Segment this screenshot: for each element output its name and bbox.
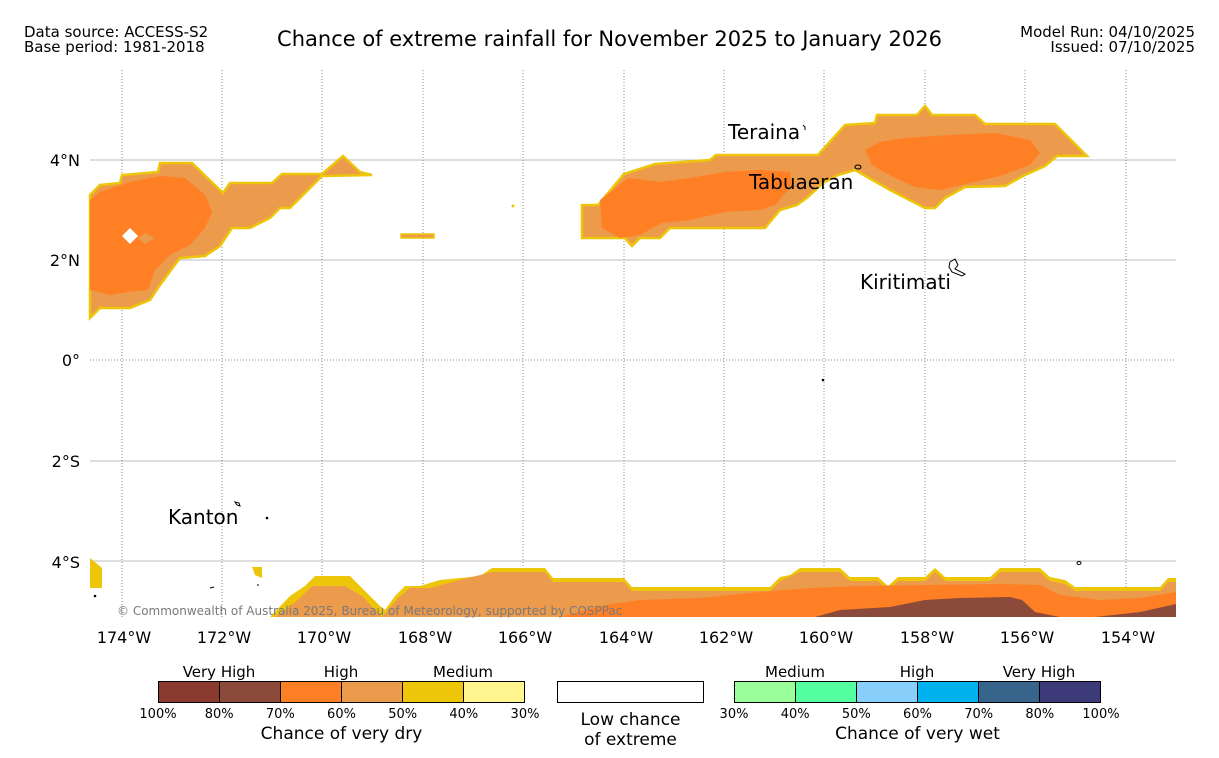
- legend-wet-tick-5: 80%: [1025, 707, 1055, 722]
- legend-dry-group-very-high: Very High: [182, 663, 256, 681]
- legend-dry-tick-3: 60%: [327, 707, 356, 722]
- lon-label-154w: 154°W: [1101, 628, 1156, 647]
- lat-label-2s: 2°S: [52, 452, 80, 471]
- data-source-label: Data source: ACCESS-S2: [24, 23, 209, 41]
- lat-label-4s: 4°S: [52, 553, 80, 572]
- lon-label-174w: 174°W: [97, 628, 152, 647]
- lon-label-158w: 158°W: [900, 628, 955, 647]
- legend-dry-swatch-5: [464, 682, 524, 702]
- legend-wet-group-very-high: Very High: [1002, 663, 1076, 681]
- legend-wet-tick-3: 60%: [903, 707, 932, 722]
- place-label-teraina: Teraina: [727, 120, 800, 144]
- lon-label-156w: 156°W: [1000, 628, 1055, 647]
- lon-label-170w: 170°W: [297, 628, 352, 647]
- legend-wet-swatch-0: [735, 682, 796, 702]
- legend-dry-tick-1: 80%: [204, 707, 234, 722]
- lon-label-168w: 168°W: [398, 628, 453, 647]
- legend-wet-colorbar: [734, 681, 1101, 703]
- legend-dry-swatch-0: [159, 682, 220, 702]
- legend-dry-swatch-4: [403, 682, 464, 702]
- legend-low-chance-line1: Low chance: [580, 710, 681, 730]
- place-label-kiritimati: Kiritimati: [860, 270, 951, 294]
- lon-label-160w: 160°W: [799, 628, 854, 647]
- legend-dry-tick-4: 50%: [388, 707, 418, 722]
- model-run-label: Model Run: 04/10/2025: [1020, 23, 1195, 41]
- dry-patch-168w: [400, 233, 435, 239]
- legend-low-chance-line2: of extreme: [584, 730, 677, 750]
- lon-label-172w: 172°W: [197, 628, 252, 647]
- legend-dry-title: Chance of very dry: [260, 724, 423, 744]
- legend-wet-swatch-3: [918, 682, 979, 702]
- copyright-notice: © Commonwealth of Australia 2025, Bureau…: [117, 604, 622, 618]
- dry-patch-166w: [511, 204, 515, 208]
- legend-wet-swatch-5: [1040, 682, 1100, 702]
- base-period-label: Base period: 1981-2018: [24, 38, 205, 56]
- legend-wet-group-high: High: [899, 663, 935, 681]
- legend-dry-tick-5: 40%: [449, 707, 479, 722]
- legend-wet-title: Chance of very wet: [835, 724, 1000, 744]
- dry-region-south: [90, 558, 1176, 617]
- lat-label-4n: 4°N: [50, 151, 80, 170]
- legend-dry-colorbar: [158, 681, 525, 703]
- legend-wet-tick-0: 30%: [719, 707, 749, 722]
- legend-low-chance-swatch: [557, 681, 704, 703]
- place-label-kanton: Kanton: [168, 505, 238, 529]
- legend-wet-group-medium: Medium: [765, 663, 825, 681]
- longitude-gridlines: [121, 70, 1127, 617]
- legend-dry-swatch-3: [342, 682, 403, 702]
- chart-title: Chance of extreme rainfall for November …: [277, 27, 942, 51]
- lon-label-164w: 164°W: [599, 628, 654, 647]
- place-label-tabuaeran: Tabuaeran: [748, 170, 853, 194]
- legend-wet-swatch-4: [979, 682, 1040, 702]
- legend-dry-swatch-1: [220, 682, 281, 702]
- legend-dry-swatch-2: [281, 682, 342, 702]
- legend-wet-swatch-1: [796, 682, 857, 702]
- legend-dry-tick-6: 30%: [510, 707, 540, 722]
- island-outlines: [93, 124, 1082, 598]
- legend-dry-group-high: High: [323, 663, 359, 681]
- latitude-gridlines: [90, 159, 1176, 562]
- legend-wet-tick-2: 50%: [841, 707, 871, 722]
- legend-dry-tick-2: 70%: [265, 707, 295, 722]
- legend-wet-tick-1: 40%: [780, 707, 810, 722]
- legend-wet-tick-4: 70%: [964, 707, 994, 722]
- legend-dry-group-medium: Medium: [433, 663, 493, 681]
- lat-label-0: 0°: [62, 351, 80, 370]
- lon-label-166w: 166°W: [498, 628, 553, 647]
- legend-wet-tick-6: 100%: [1082, 707, 1120, 722]
- dry-region-northwest: [88, 154, 373, 322]
- legend-wet-swatch-2: [857, 682, 918, 702]
- issued-label: Issued: 07/10/2025: [1050, 38, 1195, 56]
- lon-label-162w: 162°W: [699, 628, 754, 647]
- dry-region-northeast: [580, 104, 1091, 248]
- legend-dry-tick-0: 100%: [139, 707, 177, 722]
- lat-label-2n: 2°N: [50, 251, 80, 270]
